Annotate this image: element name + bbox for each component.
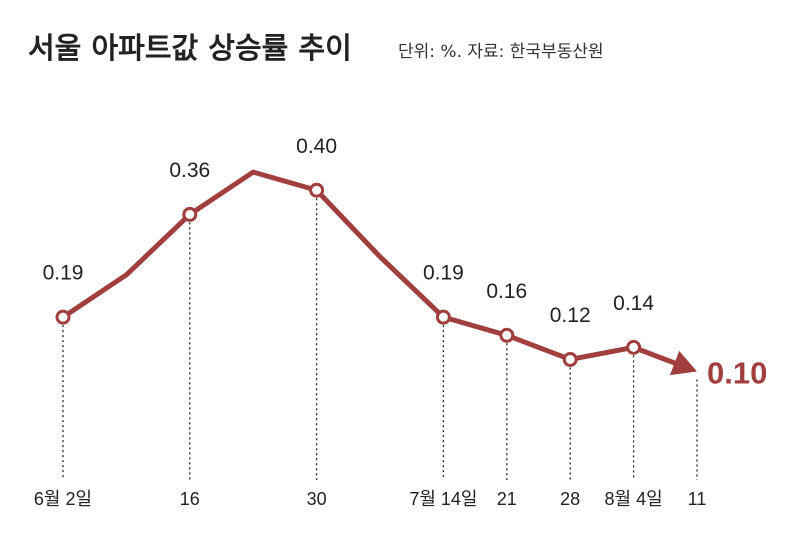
point bbox=[626, 339, 642, 355]
value-label: 0.19 bbox=[43, 262, 84, 285]
series-line bbox=[61, 169, 682, 368]
x-tick-label: 7월 14일 bbox=[409, 489, 477, 509]
value-label: 0.14 bbox=[613, 292, 654, 315]
value-label: 0.12 bbox=[550, 304, 591, 327]
x-tick-label: 6월 2일 bbox=[34, 489, 92, 509]
value-label: 0.40 bbox=[296, 135, 337, 158]
point bbox=[309, 182, 325, 198]
value-label: 0.19 bbox=[423, 262, 464, 285]
chart-title: 서울 아파트값 상승률 추이 bbox=[28, 31, 352, 65]
x-tick-label: 16 bbox=[180, 489, 200, 509]
point bbox=[499, 327, 515, 343]
x-tick-label: 28 bbox=[560, 489, 580, 509]
value-label: 0.10 bbox=[707, 356, 767, 391]
arrow-head bbox=[669, 350, 697, 376]
chart-subtitle: 단위: %. 자료: 한국부동산원 bbox=[398, 42, 604, 62]
value-label: 0.16 bbox=[486, 280, 527, 303]
x-tick-label: 8월 4일 bbox=[605, 489, 663, 509]
point bbox=[55, 309, 71, 325]
x-tick-label: 21 bbox=[497, 489, 517, 509]
point bbox=[182, 206, 198, 222]
value-label: 0.36 bbox=[169, 159, 210, 182]
x-tick-label: 11 bbox=[688, 489, 707, 509]
point bbox=[435, 309, 451, 325]
x-tick-label: 30 bbox=[307, 489, 327, 509]
point bbox=[562, 351, 578, 367]
